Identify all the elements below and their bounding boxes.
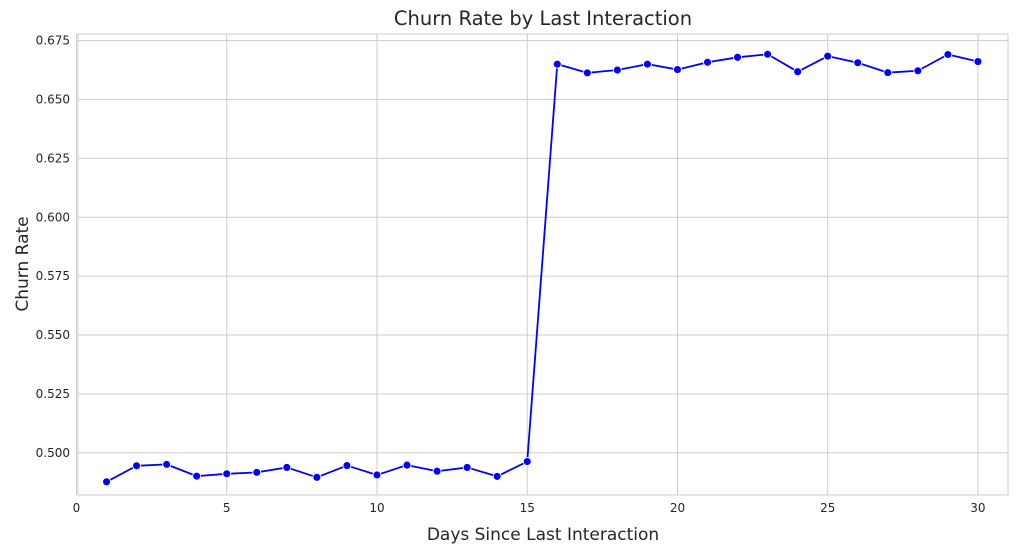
x-tick-label: 15	[520, 501, 535, 515]
data-point	[132, 461, 142, 471]
x-tick-label: 20	[670, 501, 685, 515]
data-point	[673, 65, 682, 75]
data-point	[913, 66, 923, 76]
data-point	[853, 58, 863, 68]
data-point	[703, 57, 712, 67]
y-tick-label: 0.525	[36, 387, 70, 401]
data-point	[582, 68, 592, 78]
data-point	[432, 466, 442, 476]
data-point	[222, 469, 232, 479]
data-point	[763, 49, 773, 59]
grid-lines	[75, 34, 1008, 495]
data-point	[282, 462, 292, 472]
x-tick-label: 25	[820, 501, 835, 515]
chart-title: Churn Rate by Last Interaction	[394, 7, 692, 30]
y-tick-label: 0.550	[36, 328, 70, 342]
data-point	[552, 59, 562, 69]
data-point	[612, 65, 622, 75]
data-point	[102, 477, 111, 487]
x-tick-label: 30	[970, 501, 985, 515]
data-point	[522, 457, 532, 466]
data-point	[823, 51, 833, 61]
y-tick-labels: 0.500 0.525 0.550 0.575 0.600 0.625 0.650 0.675	[36, 34, 70, 460]
data-point	[492, 471, 502, 481]
series-line	[106, 53, 979, 483]
data-point	[642, 59, 652, 69]
x-tick-labels: 0 5 10 15 20 25 30	[73, 501, 986, 515]
series-layer	[102, 49, 983, 487]
x-tick-label: 10	[369, 501, 384, 515]
y-tick-label: 0.675	[36, 34, 70, 48]
y-tick-label: 0.650	[36, 92, 70, 106]
data-point	[342, 461, 352, 471]
y-axis-title: Churn Rate	[13, 216, 33, 311]
data-point	[733, 52, 743, 62]
data-point	[372, 470, 382, 480]
data-point	[162, 459, 172, 469]
y-tick-label: 0.500	[36, 446, 70, 460]
x-tick-label: 5	[223, 501, 231, 515]
data-point	[462, 462, 472, 472]
data-point	[192, 471, 202, 481]
data-point	[402, 460, 412, 470]
x-axis-title: Days Since Last Interaction	[427, 525, 659, 545]
data-point	[252, 467, 262, 477]
data-point	[943, 50, 953, 59]
data-point	[973, 57, 983, 67]
data-point	[793, 67, 803, 77]
y-tick-label: 0.575	[36, 269, 70, 283]
data-point	[312, 472, 322, 482]
plot-frame	[77, 33, 1009, 496]
y-tick-label: 0.625	[36, 151, 70, 165]
x-tick-label: 0	[73, 501, 81, 515]
data-point	[883, 68, 893, 78]
y-tick-label: 0.600	[36, 210, 70, 224]
